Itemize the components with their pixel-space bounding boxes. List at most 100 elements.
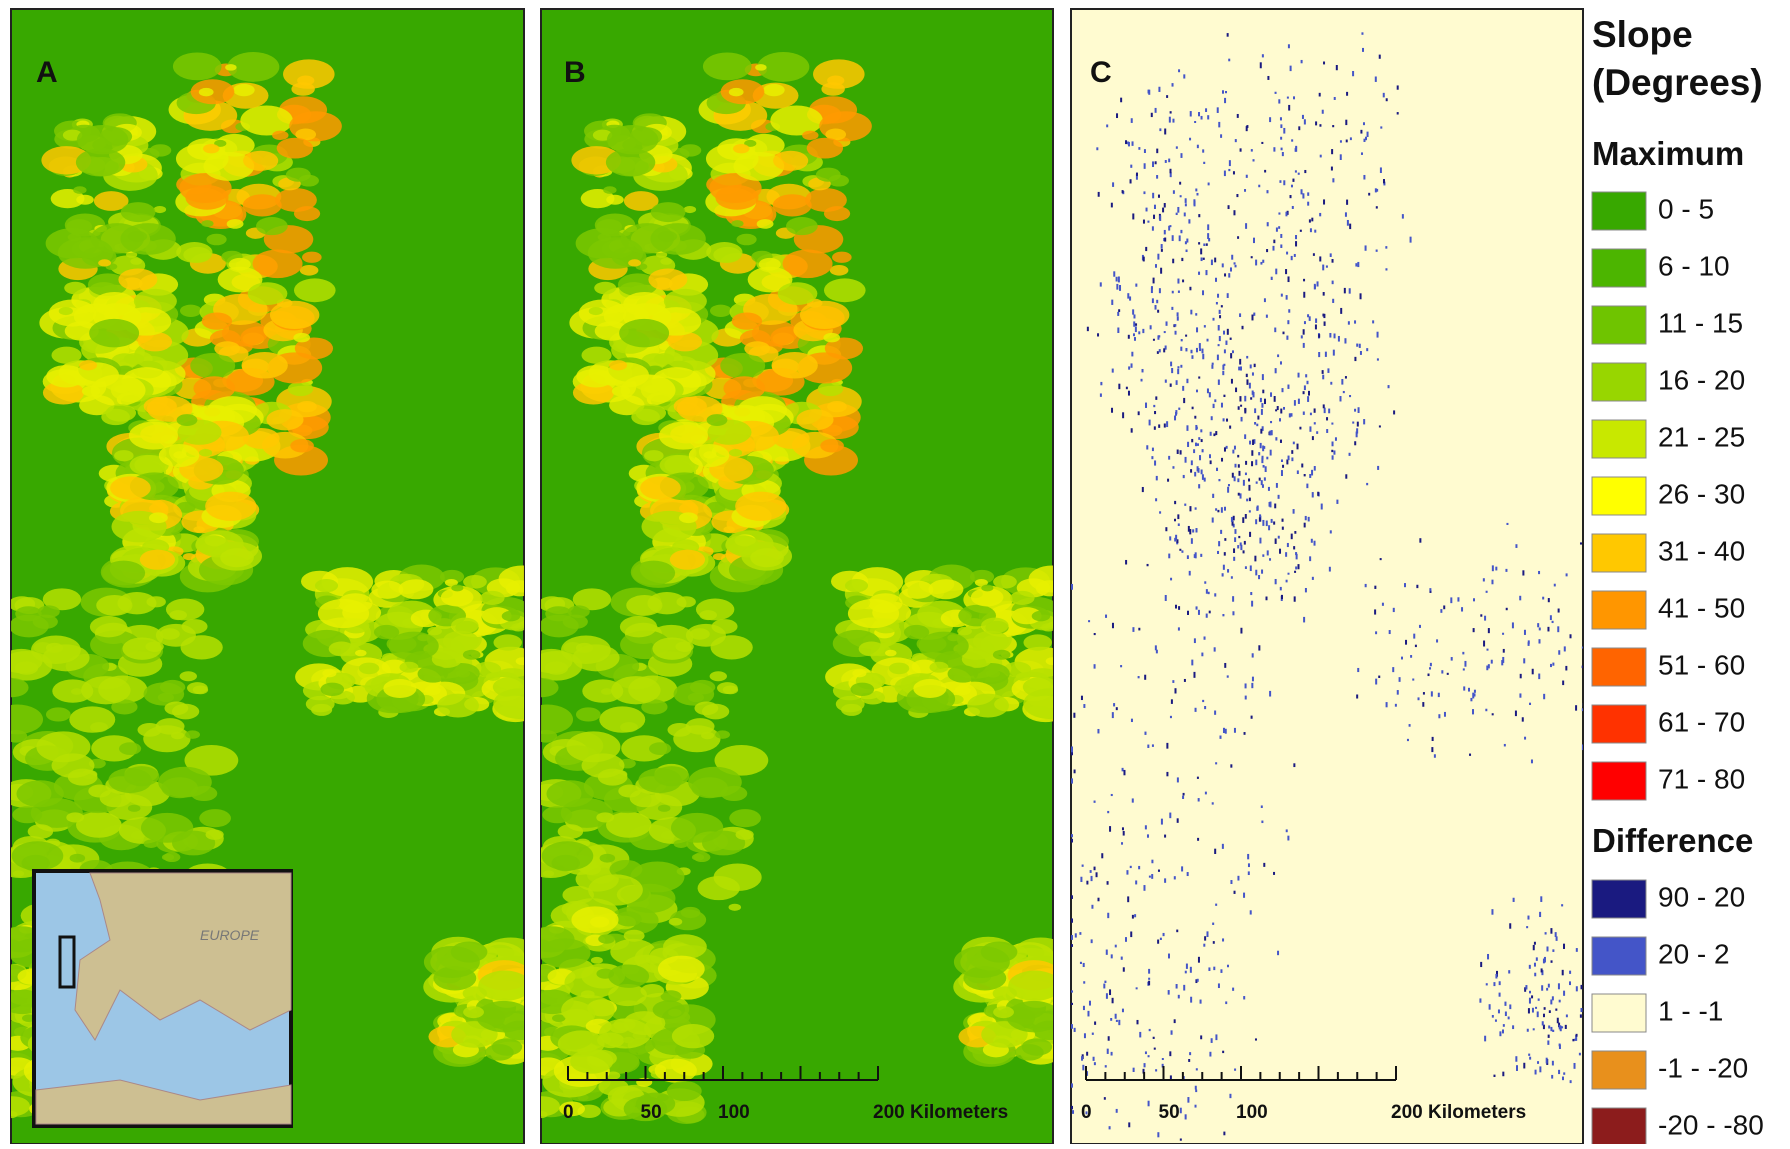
terrain-patch	[199, 449, 212, 457]
difference-speck	[1250, 397, 1252, 399]
difference-speck	[1217, 355, 1219, 361]
difference-speck	[1287, 543, 1289, 547]
difference-speck	[1366, 348, 1368, 351]
difference-speck	[1142, 369, 1144, 372]
terrain-patch	[69, 706, 115, 732]
terrain-patch	[302, 252, 322, 263]
difference-speck	[1165, 595, 1167, 601]
difference-speck	[1177, 366, 1179, 368]
difference-speck	[1166, 772, 1168, 776]
difference-speck	[1278, 536, 1280, 539]
difference-speck	[1270, 450, 1272, 456]
terrain-patch	[720, 353, 765, 379]
difference-speck	[1111, 794, 1113, 796]
difference-speck	[1484, 1036, 1486, 1042]
difference-speck	[1274, 328, 1276, 333]
difference-speck	[1532, 1008, 1534, 1013]
difference-speck	[1528, 1054, 1530, 1056]
difference-speck	[1198, 798, 1200, 801]
terrain-patch	[297, 76, 314, 86]
difference-speck	[1166, 743, 1168, 749]
terrain-patch	[164, 701, 188, 715]
terrain-patch	[901, 581, 933, 599]
difference-speck	[1091, 939, 1093, 943]
difference-speck	[1266, 249, 1268, 252]
difference-speck	[1331, 167, 1333, 171]
difference-speck	[1419, 538, 1421, 543]
difference-speck	[1293, 442, 1295, 445]
difference-speck	[1234, 537, 1236, 542]
difference-speck	[1379, 425, 1381, 427]
terrain-patch	[290, 439, 314, 452]
terrain-patch	[737, 234, 757, 246]
difference-speck	[1281, 294, 1283, 297]
difference-speck	[1245, 461, 1247, 465]
difference-speck	[1132, 627, 1134, 632]
difference-speck	[1287, 836, 1289, 841]
difference-speck	[1171, 307, 1173, 310]
difference-speck	[1222, 90, 1224, 93]
terrain-patch	[114, 450, 134, 461]
difference-speck	[1211, 260, 1213, 265]
terrain-patch	[424, 946, 480, 978]
difference-speck	[1261, 821, 1263, 824]
difference-speck	[1565, 666, 1567, 671]
difference-speck	[1264, 170, 1266, 173]
terrain-patch	[124, 353, 144, 365]
terrain-patch	[729, 449, 742, 457]
difference-speck	[1245, 683, 1247, 688]
difference-speck	[1504, 744, 1506, 747]
difference-speck	[1071, 1083, 1073, 1087]
difference-speck	[1244, 396, 1246, 402]
difference-speck	[1101, 853, 1103, 858]
difference-speck	[1263, 863, 1265, 867]
difference-speck	[1495, 974, 1497, 979]
difference-speck	[1160, 938, 1162, 940]
difference-speck	[1504, 1002, 1506, 1006]
difference-speck	[1195, 552, 1197, 558]
difference-speck	[1159, 349, 1161, 352]
difference-speck	[1193, 672, 1195, 678]
difference-speck	[1502, 633, 1504, 635]
difference-speck	[1180, 450, 1182, 454]
difference-speck	[1192, 407, 1194, 410]
inset-map: EUROPE	[34, 871, 291, 1126]
difference-speck	[1228, 205, 1230, 209]
difference-speck	[1148, 981, 1150, 986]
difference-speck	[1107, 811, 1109, 813]
difference-speck	[1237, 876, 1239, 881]
difference-speck	[1295, 235, 1297, 239]
terrain-patch	[731, 220, 743, 227]
difference-speck	[1152, 744, 1154, 747]
difference-speck	[1261, 409, 1263, 415]
terrain-patch	[598, 1078, 628, 1095]
terrain-patch	[570, 1049, 613, 1074]
difference-speck	[1244, 732, 1246, 735]
difference-speck	[1262, 54, 1264, 57]
difference-speck	[1227, 293, 1229, 298]
difference-speck	[1253, 159, 1255, 161]
terrain-patch	[275, 188, 317, 212]
terrain-patch	[5, 730, 27, 743]
difference-speck	[1156, 149, 1158, 154]
difference-speck	[1112, 712, 1114, 718]
difference-speck	[1232, 988, 1234, 991]
terrain-patch	[480, 591, 505, 605]
difference-speck	[1548, 598, 1550, 602]
difference-speck	[1116, 1109, 1118, 1113]
terrain-patch	[211, 542, 262, 571]
terrain-patch	[763, 84, 785, 96]
difference-speck	[1346, 92, 1348, 96]
difference-speck	[1340, 140, 1342, 142]
difference-speck	[1218, 379, 1220, 384]
difference-speck	[1130, 165, 1132, 168]
difference-speck	[1526, 926, 1528, 928]
difference-speck	[1281, 148, 1283, 151]
difference-speck	[1177, 818, 1179, 823]
difference-speck	[1191, 460, 1193, 465]
difference-speck	[1305, 516, 1307, 520]
difference-speck	[1440, 609, 1442, 613]
difference-speck	[1098, 192, 1100, 197]
difference-speck	[1168, 990, 1170, 995]
difference-speck	[1210, 432, 1212, 436]
